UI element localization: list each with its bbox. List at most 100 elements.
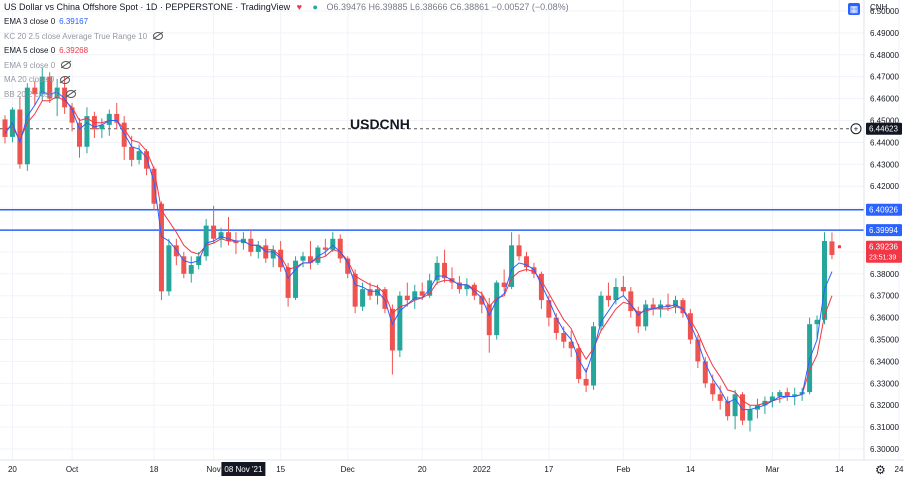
candle-body [628,291,634,312]
candle-body [255,245,261,252]
candle-body [352,273,358,307]
candle-body [531,267,537,274]
candle-body [32,87,38,95]
indicator-row[interactable]: MA 20 close 0 [4,75,71,84]
candle-body [360,289,366,307]
y-tick-label: 6.33000 [870,379,899,388]
hidden-eye-icon[interactable] [60,75,71,84]
candle-body [792,394,798,397]
candle-body [181,256,187,274]
heart-icon[interactable]: ♥ [296,2,302,12]
ema3-line [4,91,833,411]
x-tick-label: 20 [418,465,427,474]
candle-body [77,122,82,147]
time-axis[interactable]: 20 Oct 18 Nov 08 Nov '21 15 Dec 20 2022 17 Feb 14 Ma… [8,462,904,476]
indicator-label: EMA 9 close 0 [4,60,56,70]
candle-body [367,289,373,296]
x-tick-label: 20 [8,465,17,474]
y-tick-label: 6.30000 [870,445,899,454]
candle-body [375,289,380,296]
candle-body [24,87,30,165]
candle-body [769,396,775,401]
candle-body [173,245,179,257]
candle-body [389,308,395,351]
candle-body [285,267,291,298]
symbol-title[interactable]: US Dollar vs China Offshore Spot · 1D · … [4,2,291,12]
plus-icon: + [854,125,859,134]
candle-body [576,348,582,379]
candle-body [397,295,403,351]
candle-body [613,286,619,301]
candle-body [605,295,611,301]
candle-body [322,247,328,250]
candle-body [732,394,738,417]
candle-body [99,124,105,130]
x-tick-label: Oct [66,465,79,474]
indicator-row[interactable]: KC 20 2.5 close Average True Range 10 [4,32,164,41]
candle-body [680,300,686,314]
hidden-eye-icon[interactable] [153,32,164,41]
candle-body [442,262,448,279]
candle-body [226,232,231,241]
x-tick-label: 24 [895,465,904,474]
currency-label[interactable]: CNH [870,3,888,12]
indicator-value: 6.39268 [59,46,89,55]
candle-body [673,300,678,307]
indicator-row[interactable]: BB 20 2 close 0 [4,90,77,99]
indicator-row[interactable]: EMA 3 close 0 6.39167 [4,17,88,26]
candle-body [687,313,693,340]
candle-body [54,87,60,99]
candle-body [509,245,515,287]
level-badge-label: 6.44623 [869,125,898,134]
y-tick-label: 6.49000 [870,29,899,38]
candle-body [136,151,142,160]
gear-icon[interactable]: ⚙ [875,463,886,477]
candle-body [382,289,388,309]
candle-body [516,245,522,257]
candle-body [121,122,127,147]
candle-body [650,304,656,309]
y-tick-label: 6.35000 [870,336,899,345]
candle-body [151,168,157,204]
candle-body [211,225,217,239]
x-tick-label: 15 [276,465,285,474]
candle-body [747,409,753,421]
indicator-label: EMA 5 close 0 [4,46,56,55]
status-dot-icon: ● [312,2,318,12]
candle-body [307,256,313,263]
candle-body [464,284,470,290]
indicator-value: 6.39167 [59,17,89,26]
indicator-row[interactable]: EMA 9 close 0 [4,60,72,70]
indicator-row[interactable]: EMA 5 close 0 6.39268 [4,46,88,55]
hidden-eye-icon[interactable] [61,61,72,70]
last-price-badge [866,240,902,263]
ema5-line [4,95,833,406]
candle-body [39,76,45,95]
candle-body [784,392,790,397]
candle-body [2,119,8,137]
horizontal-levels [0,128,864,231]
hidden-eye-icon[interactable] [66,90,77,99]
candle-body [494,282,500,336]
candle-body [524,256,529,268]
chart-title-annotation: USDCNH [350,116,410,132]
y-tick-label: 6.50000 [870,7,899,16]
candle-body [404,295,410,301]
candle-body [84,116,90,147]
candle-body [583,378,589,386]
layout-toggle-icon[interactable]: ▦ [848,3,860,15]
candle-body [501,282,507,287]
candle-body [777,392,783,397]
x-tick-label: 18 [150,465,159,474]
candle-body [829,241,835,255]
level-badge [866,203,902,216]
candle-body [546,300,552,318]
candle-body [203,225,209,257]
candle-body [561,332,567,342]
last-price-label: 6.39236 [869,243,898,252]
candle-body [166,245,172,292]
level-badge [866,122,902,135]
candle-body [300,256,306,261]
y-tick-label: 6.34000 [870,357,899,366]
